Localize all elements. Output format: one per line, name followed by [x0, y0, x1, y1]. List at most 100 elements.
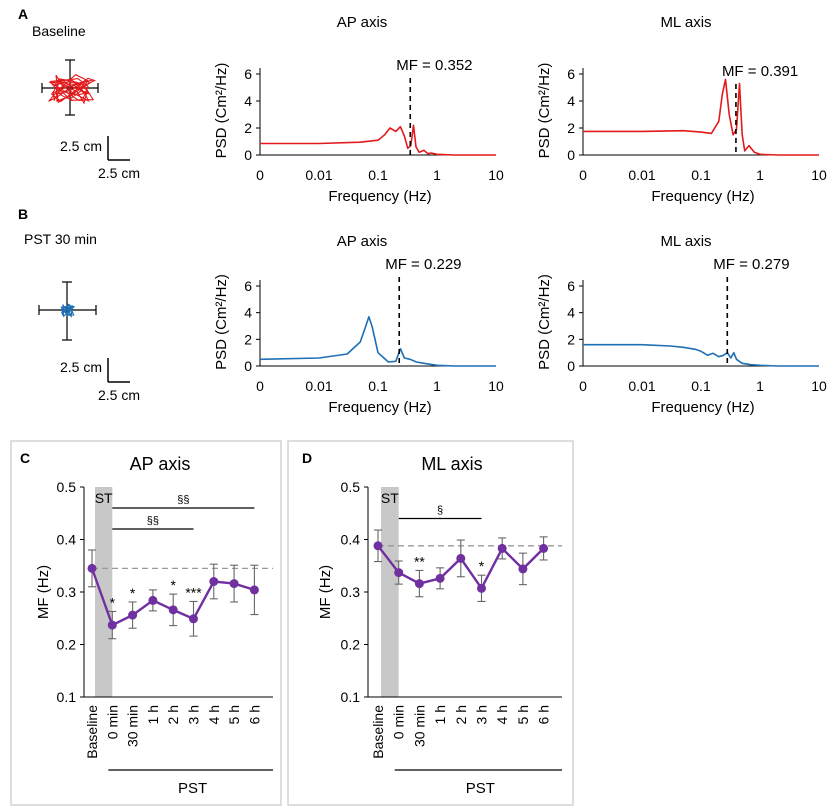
x-tick-label: 0.1: [368, 167, 388, 183]
mf-value-label: MF = 0.352: [396, 57, 472, 74]
st-shade: [95, 487, 113, 697]
mf-value-label: MF = 0.279: [713, 256, 789, 273]
psd-trace: [583, 343, 819, 367]
x-tick-label: 10: [811, 378, 827, 394]
category-label: 5 h: [226, 705, 242, 724]
mf-value-label: MF = 0.391: [722, 63, 798, 80]
st-label: ST: [381, 490, 399, 506]
mf-data-point: [128, 610, 138, 620]
psd-trace: [259, 315, 496, 367]
x-tick-label: 0.1: [691, 167, 711, 183]
psd-chart-baseline-ap: AP axis 0 2 4 6 0 0.01 0.1 1 10 Frequency (Hz) PSD …: [213, 14, 504, 205]
category-label: 30 min: [411, 705, 427, 747]
significance-bracket-label: §§: [147, 515, 159, 527]
mf-data-point: [539, 543, 549, 553]
panel-frame-c: [10, 440, 282, 806]
y-tick-label: 0: [244, 358, 252, 374]
y-tick-label: 0.4: [341, 532, 361, 548]
mf-data-point: [249, 585, 259, 595]
stabilogram-baseline: [41, 59, 99, 116]
scalebar-a: 2.5 cm 2.5 cm: [60, 136, 140, 181]
y-tick-label: 6: [244, 66, 252, 82]
sway-path: [60, 303, 76, 319]
mf-data-point: [168, 605, 178, 615]
psd-trace: [260, 124, 496, 156]
chart-title: ML axis: [421, 454, 482, 474]
category-label: 1 h: [145, 705, 161, 724]
y-tick-label: 2: [567, 331, 575, 347]
pst-group-label: PST: [178, 780, 207, 797]
y-tick-label: 0.2: [57, 637, 77, 653]
category-label: 2 h: [165, 705, 181, 724]
y-tick-label: 0: [567, 147, 575, 163]
category-label: Baseline: [370, 705, 386, 759]
x-tick-label: 0.01: [305, 378, 332, 394]
x-tick-label: 10: [488, 167, 504, 183]
x-axis-label: Frequency (Hz): [651, 188, 754, 205]
significance-star: *: [130, 585, 136, 601]
y-tick-label: 0: [567, 358, 575, 374]
panel-letter-d: D: [302, 450, 312, 466]
x-tick-label: 0.01: [628, 378, 655, 394]
scalebar-b-vertical-label: 2.5 cm: [60, 359, 102, 375]
y-tick-label: 0.1: [57, 689, 77, 705]
category-label: 3 h: [474, 705, 490, 724]
y-axis-label: MF (Hz): [35, 565, 52, 619]
chart-title: AP axis: [337, 233, 388, 250]
significance-star: *: [170, 577, 176, 593]
category-label: Baseline: [84, 705, 100, 759]
mf-data-point: [477, 583, 486, 593]
x-tick-label: 0: [579, 167, 587, 183]
x-axis-label: Frequency (Hz): [328, 188, 431, 205]
category-label: 1 h: [432, 705, 448, 724]
x-tick-label: 1: [433, 167, 441, 183]
y-tick-label: 6: [567, 278, 575, 294]
x-tick-label: 1: [756, 167, 764, 183]
mf-data-point: [394, 568, 404, 578]
x-axis-label: Frequency (Hz): [651, 399, 754, 416]
sway-trace-baseline: [48, 74, 97, 105]
mf-data-point: [435, 573, 445, 583]
mf-data-point: [373, 541, 383, 551]
x-tick-label: 0.01: [628, 167, 655, 183]
sway-path: [48, 74, 97, 105]
x-tick-label: 1: [756, 378, 764, 394]
significance-star: *: [110, 594, 116, 610]
mf-data-point: [229, 579, 239, 589]
x-axis-label: Frequency (Hz): [328, 399, 431, 416]
panel-letter-c: C: [20, 450, 30, 466]
condition-label-baseline: Baseline: [32, 23, 86, 39]
y-tick-label: 4: [244, 305, 252, 321]
st-shade: [381, 487, 399, 697]
y-tick-label: 0.3: [341, 584, 361, 600]
category-label: 6 h: [536, 705, 552, 724]
chart-title: AP axis: [130, 454, 191, 474]
stabilogram-pst: [38, 281, 97, 341]
significance-bracket-label: §§: [177, 494, 189, 506]
y-axis-label: PSD (Cm²/Hz): [536, 63, 553, 159]
category-label: 5 h: [515, 705, 531, 724]
st-label: ST: [95, 490, 113, 506]
y-tick-label: 0.2: [341, 637, 361, 653]
y-tick-label: 0.5: [57, 479, 77, 495]
x-tick-label: 0.1: [368, 378, 388, 394]
y-tick-label: 4: [244, 93, 252, 109]
y-tick-label: 0.4: [57, 532, 77, 548]
y-axis-label: PSD (Cm²/Hz): [213, 63, 230, 159]
scalebar-b-horizontal-label: 2.5 cm: [98, 387, 140, 403]
category-label: 2 h: [453, 705, 469, 724]
y-tick-label: 4: [567, 93, 575, 109]
x-tick-label: 10: [488, 378, 504, 394]
chart-title: ML axis: [660, 233, 711, 250]
y-tick-label: 2: [567, 120, 575, 136]
category-label: 0 min: [104, 705, 120, 739]
significance-star: **: [414, 553, 425, 569]
mf-data-point: [148, 595, 158, 605]
panel-letter-a: A: [18, 6, 28, 22]
x-tick-label: 0: [256, 167, 264, 183]
y-tick-label: 6: [244, 278, 252, 294]
mf-data-point: [189, 614, 198, 624]
condition-label-pst: PST 30 min: [24, 231, 97, 247]
mf-data-point: [107, 620, 117, 630]
y-tick-label: 2: [244, 120, 252, 136]
